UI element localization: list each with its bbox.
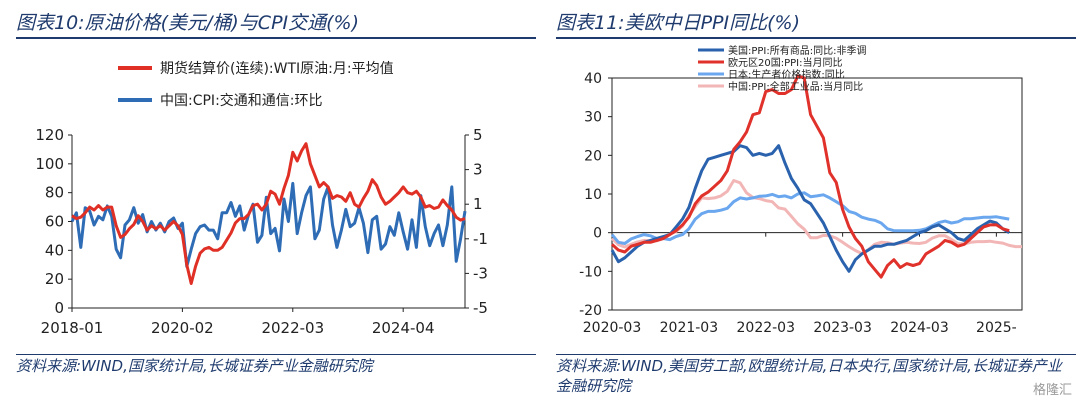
x-tick-label: 2022-03 [737, 320, 796, 336]
y-tick-label: 0 [593, 226, 602, 242]
left-y-tick-label: 0 [54, 299, 64, 317]
legend-label-1: 欧元区20国:PPI:当月同比 [728, 56, 842, 69]
legend-label-2: 日本:生产者价格指数:同比 [728, 68, 845, 81]
legend-label-1: 中国:CPI:交通和通信:环比 [160, 92, 323, 109]
left-figure-title: 图表10:原油价格(美元/桶)与CPI交通(%) [16, 12, 360, 34]
series-line-0 [610, 144, 1010, 273]
legend-label-3: 中国:PPI:全部工业品:当月同比 [728, 80, 863, 93]
left-figure: 图表10:原油价格(美元/桶)与CPI交通(%) 期货结算价(连续):WTI原油… [16, 12, 536, 375]
right-y-tick-label: -5 [473, 299, 488, 317]
legend-label-0: 期货结算价(连续):WTI原油:月:平均值 [160, 60, 394, 77]
series-line-1 [70, 181, 467, 268]
right-y-tick-label: 5 [473, 126, 483, 144]
x-tick-label: 2020-03 [583, 320, 642, 336]
watermark-text: 格隆汇 [1032, 383, 1072, 398]
right-source: 资料来源:WIND,美国劳工部,欧盟统计局,日本央行,国家统计局,长城证券产业金… [556, 357, 1062, 395]
right-y-tick-label: 1 [473, 195, 483, 213]
x-tick-label: 2018-01 [41, 319, 104, 337]
series-line-3 [610, 179, 1022, 255]
right-source-rule [556, 354, 1076, 355]
y-tick-label: -10 [579, 264, 602, 280]
series-line-2 [610, 191, 1010, 245]
right-figure-title: 图表11:美欧中日PPI同比(%) [556, 12, 800, 34]
series-line-0 [71, 142, 466, 285]
legend-label-0: 美国:PPI:所有商品:同比:非季调 [728, 44, 867, 57]
left-y-tick-label: 100 [35, 155, 64, 173]
plot-frame [611, 77, 1023, 311]
left-y-tick-label: 20 [45, 270, 64, 288]
right-y-tick-label: -3 [473, 264, 488, 282]
y-tick-label: 10 [584, 187, 602, 203]
left-y-tick-label: 120 [35, 126, 64, 144]
x-tick-label: 2022-03 [261, 319, 324, 337]
right-figure: 图表11:美欧中日PPI同比(%) 40 30 20 10 0 -10 -20 2020-03… [550, 0, 1080, 404]
right-y-tick-label: 3 [473, 161, 483, 179]
x-tick-label: 2024-04 [372, 319, 435, 337]
y-tick-label: -20 [579, 303, 602, 319]
y-tick-label: 40 [584, 71, 602, 87]
x-tick-label: 2023-03 [813, 320, 872, 336]
x-tick-label: 2021-03 [660, 320, 719, 336]
right-title-rule [556, 37, 1076, 39]
left-title-rule [16, 37, 536, 39]
x-tick-label: 2024-03 [890, 320, 949, 336]
left-source: 资料来源:WIND,国家统计局,长城证券产业金融研究院 [16, 357, 373, 375]
x-tick-label: 2025- [976, 320, 1017, 336]
left-y-tick-label: 40 [45, 241, 64, 259]
left-y-tick-label: 80 [45, 184, 64, 202]
series-line-1 [610, 74, 1010, 279]
x-tick-label: 2020-02 [151, 319, 214, 337]
y-tick-label: 30 [584, 110, 602, 126]
left-source-rule [16, 354, 536, 355]
left-y-tick-label: 60 [45, 213, 64, 231]
right-y-tick-label: -1 [473, 230, 488, 248]
y-tick-label: 20 [584, 148, 602, 164]
